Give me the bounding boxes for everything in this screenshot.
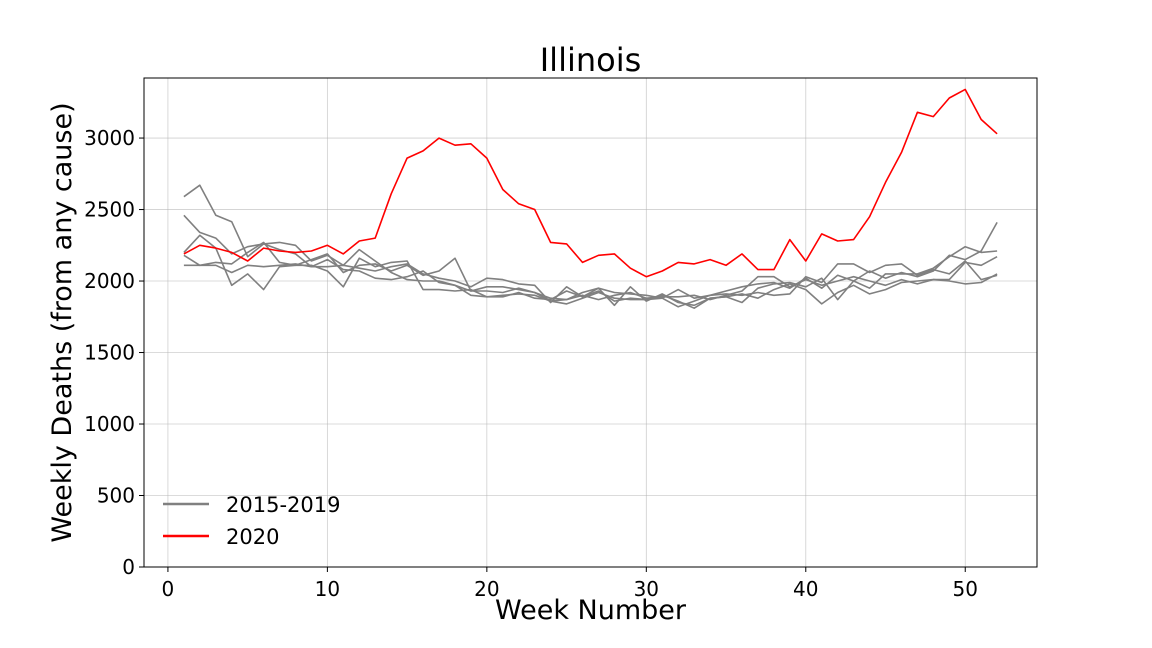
y-tick-label: 1000 [84,412,135,436]
y-tick-label: 1500 [84,341,135,365]
y-axis-label: Weekly Deaths (from any cause) [47,102,78,542]
series-layer [183,88,998,310]
y-tick-label: 2000 [84,269,135,293]
legend-label: 2015-2019 [226,493,340,517]
y-tick-label: 2500 [84,198,135,222]
x-tick-label: 40 [793,577,818,601]
x-tick-label: 50 [953,577,978,601]
x-tick-label: 10 [315,577,340,601]
series-line-2015-2019 [183,214,998,305]
y-tick-label: 3000 [84,126,135,150]
chart-title: Illinois [540,41,642,79]
legend: 2015-2019 2020 [163,493,340,549]
series-line-2015-2019 [183,222,998,307]
series-line-2015-2019 [183,184,998,302]
series-line-2015-2019 [183,241,998,308]
x-tick-label: 0 [162,577,175,601]
plot-frame [143,77,1038,568]
y-tick-label: 0 [122,555,135,579]
y-tick-label: 500 [97,484,135,508]
series-line-2020 [183,88,998,278]
x-tick-label: 30 [634,577,659,601]
legend-label: 2020 [226,525,279,549]
x-tick-label: 20 [474,577,499,601]
grid [144,78,1037,568]
x-axis-label: Week Number [495,595,687,626]
series-line-2015-2019 [183,234,998,310]
